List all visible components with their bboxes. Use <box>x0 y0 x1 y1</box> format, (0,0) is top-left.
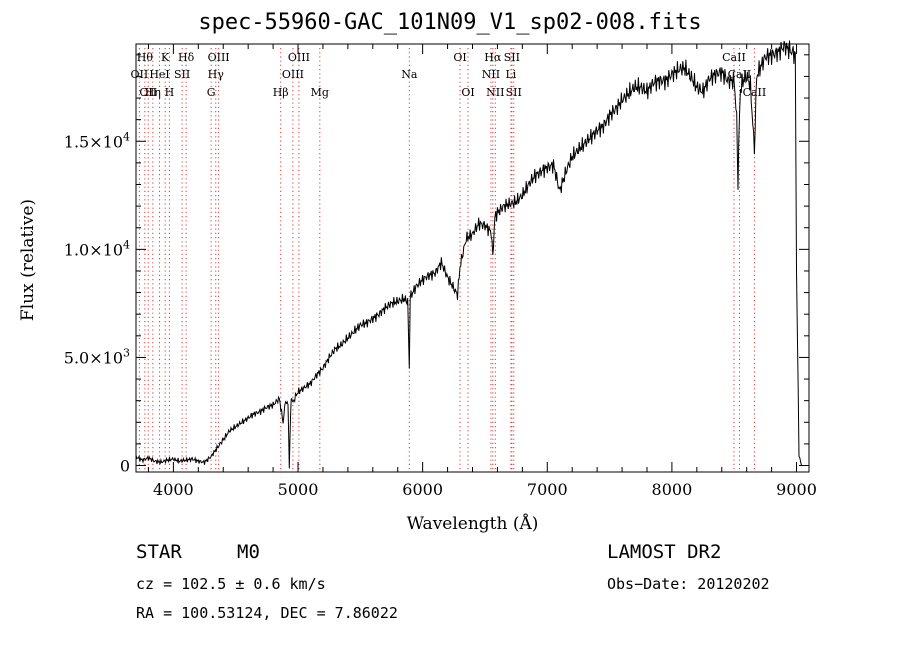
x-axis-label: Wavelength (Å) <box>407 513 539 534</box>
line-label-22: Li <box>505 68 516 81</box>
observation-date: Obs−Date: 20120202 <box>607 575 770 593</box>
line-label-7: SII <box>174 68 190 81</box>
x-tick-label-1: 5000 <box>278 480 319 499</box>
x-tick-label-4: 8000 <box>652 480 693 499</box>
x-tick-label-2: 6000 <box>402 480 443 499</box>
y-tick-label-3: 1.5×104 <box>64 130 130 151</box>
line-label-25: CaII <box>722 51 746 64</box>
x-tick-label-5: 9000 <box>776 480 817 499</box>
line-label-5: K <box>161 51 170 64</box>
line-label-21: NII <box>486 86 504 99</box>
line-label-9: G <box>207 86 216 99</box>
line-label-16: Na <box>401 68 418 81</box>
spectrum-series <box>135 40 802 469</box>
object-subclass: M0 <box>237 541 260 563</box>
line-label-15: Mg <box>311 86 329 99</box>
line-label-3: Hη <box>145 86 161 99</box>
line-label-19: NII <box>482 68 500 81</box>
line-label-24: SII <box>506 86 522 99</box>
line-label-10: Hγ <box>208 68 225 81</box>
line-label-13: OIII <box>282 68 304 81</box>
line-label-17: OI <box>453 51 466 64</box>
line-label-27: CaII <box>743 86 767 99</box>
line-label-26: CaII <box>728 68 752 81</box>
chart-title: spec-55960-GAC_101N09_V1_sp02-008.fits <box>198 10 702 35</box>
line-label-6: H <box>165 86 175 99</box>
line-label-0: OII <box>131 68 149 81</box>
y-tick-label-1: 5.0×103 <box>64 346 130 367</box>
ra-dec-coordinates: RA = 100.53124, DEC = 7.86022 <box>136 604 398 622</box>
line-label-11: OIII <box>208 51 230 64</box>
redshift-cz: cz = 102.5 ± 0.6 km/s <box>136 575 326 593</box>
line-label-14: OIII <box>288 51 310 64</box>
line-label-1: Hθ <box>137 51 154 64</box>
line-label-23: SII <box>504 51 520 64</box>
object-class: STAR <box>136 541 182 563</box>
line-label-12: Hβ <box>273 86 289 99</box>
spectral-line-markers <box>138 48 755 472</box>
line-label-18: OI <box>461 86 474 99</box>
y-tick-label-2: 1.0×104 <box>64 238 130 259</box>
line-label-2: OII <box>139 86 157 99</box>
y-axis-label: Flux (relative) <box>18 199 38 321</box>
y-tick-label-0: 0 <box>120 457 130 476</box>
survey-name: LAMOST DR2 <box>607 541 722 563</box>
spectral-line-labels: OIIHθOIIHηHeIKHSIIHδGHγOIIIHβOIIIOIIIMgN… <box>131 51 767 99</box>
line-label-8: Hδ <box>178 51 195 64</box>
line-label-20: Hα <box>484 51 502 64</box>
spectrum-line-0 <box>135 40 802 469</box>
x-tick-label-3: 7000 <box>527 480 568 499</box>
plot-frame <box>135 43 810 473</box>
line-label-4: HeI <box>149 68 169 81</box>
x-tick-label-0: 4000 <box>153 480 194 499</box>
plot-axes: 4000 5000 6000 7000 8000 9000 0 5.0×103 1.0×104 1… <box>64 43 817 499</box>
